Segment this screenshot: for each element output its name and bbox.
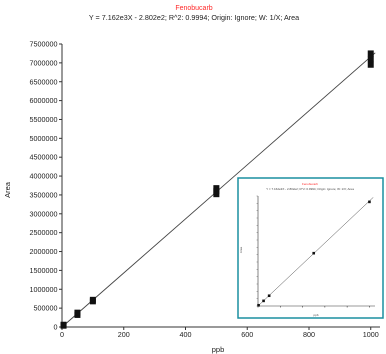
y-tick-label: 5000000 [30, 134, 58, 143]
y-tick-label: 2500000 [30, 228, 58, 237]
inset-data-point [257, 303, 260, 307]
inset-data-point [262, 299, 265, 303]
inset-data-point [267, 294, 271, 298]
data-point [213, 191, 220, 198]
x-tick-label: 0 [60, 330, 64, 339]
y-tick-label: 3000000 [30, 209, 58, 218]
inset-plot-area [256, 195, 375, 308]
data-point [367, 50, 374, 57]
x-tick-label: 800 [303, 330, 315, 339]
data-point [367, 56, 374, 63]
chart-subtitle: Y = 7.162e3X - 2.802e2; R^2: 0.9994; Ori… [89, 13, 299, 22]
inset-data-point [312, 251, 316, 255]
data-point [74, 309, 81, 316]
y-tick-label: 4000000 [30, 172, 58, 181]
y-tick-label: 7000000 [30, 58, 58, 67]
x-tick-label: 200 [118, 330, 130, 339]
inset-chart: Fenobucarb Y = 7.162e3X - 2.802e2; R^2: … [237, 177, 384, 319]
inset-data-point [368, 200, 371, 204]
y-axis-label: Area [3, 181, 12, 198]
y-tick-label: 3500000 [30, 190, 58, 199]
y-tick-label: 6500000 [30, 77, 58, 86]
chart-title: Fenobucarb [175, 5, 212, 12]
data-point [367, 61, 374, 68]
x-tick-label: 600 [241, 330, 253, 339]
inset-fit-line [257, 197, 374, 307]
y-tick-label: 500000 [34, 304, 58, 313]
y-tick-label: 0 [54, 323, 58, 332]
inset-title: Fenobucarb [302, 182, 318, 186]
y-tick-label: 5500000 [30, 115, 58, 124]
y-tick-label: 4500000 [30, 153, 58, 162]
y-tick-label: 7500000 [30, 40, 58, 49]
inset-y-axis-label: Area [239, 247, 243, 254]
y-tick-label: 2000000 [30, 247, 58, 256]
y-tick-label: 1500000 [30, 266, 58, 275]
inset-x-axis-label: ppb [313, 313, 318, 317]
data-point [89, 296, 96, 303]
inset-subtitle: Y = 7.162e3X - 2.802e2; R^2: 0.9994; Ori… [266, 187, 354, 191]
x-axis-label: ppb [212, 345, 225, 354]
x-tick-label: 1000 [363, 330, 379, 339]
data-point [213, 185, 220, 192]
y-tick-label: 6000000 [30, 96, 58, 105]
main-plot-area: 0 200 400 600 800 1000 0 500000 1000000 1500000 20… [30, 40, 380, 339]
y-tick-label: 1000000 [30, 285, 58, 294]
data-point [213, 188, 220, 195]
inset-frame [237, 177, 384, 319]
data-point [60, 321, 67, 328]
x-tick-label: 400 [179, 330, 191, 339]
